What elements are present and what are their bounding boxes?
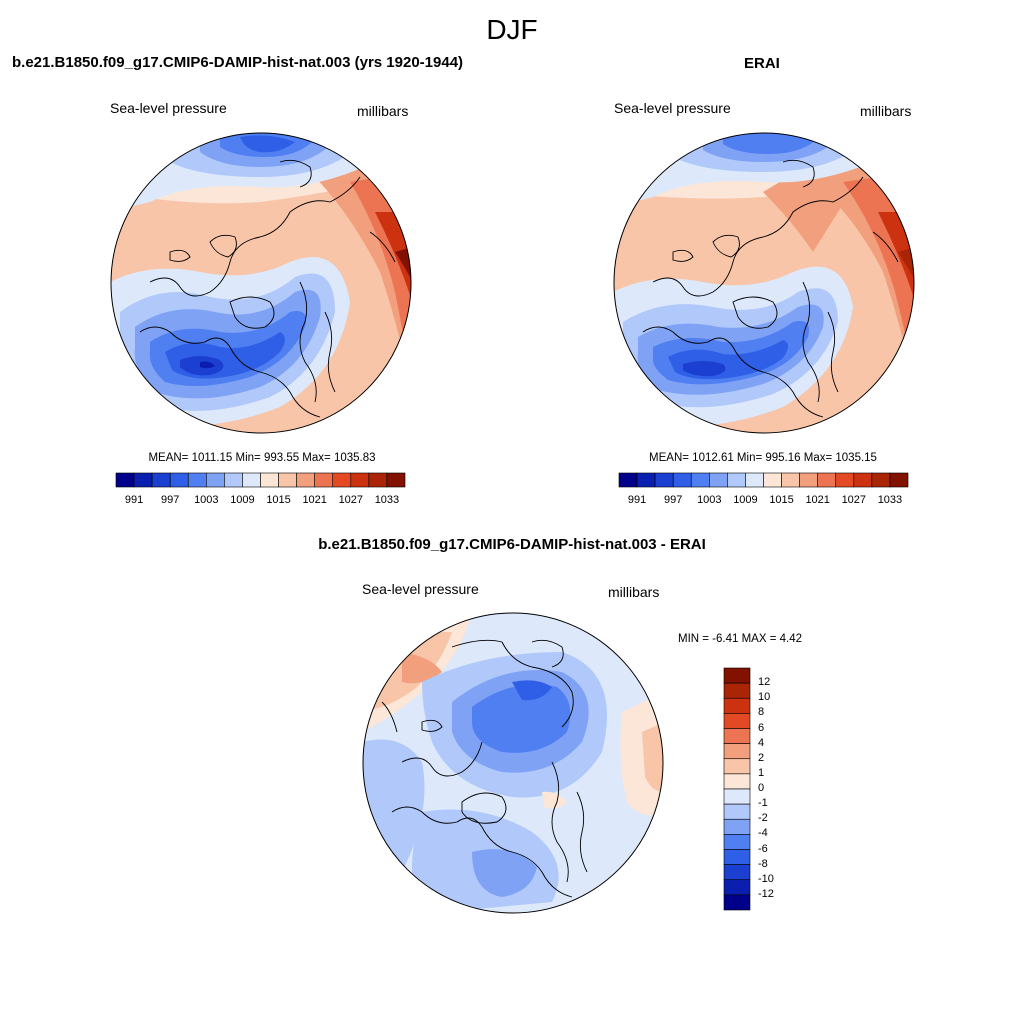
colorbar-swatch xyxy=(871,472,891,488)
panel2-units-label: millibars xyxy=(860,103,912,119)
colorbar-swatch xyxy=(723,803,751,820)
panel3-variable-label: Sea-level pressure xyxy=(362,581,479,597)
colorbar-tick-label: 1 xyxy=(758,766,765,779)
colorbar-swatch xyxy=(723,728,751,744)
panel3-colorbar xyxy=(723,667,751,911)
colorbar-tick-label: 1015 xyxy=(266,494,291,506)
colorbar-swatch xyxy=(727,472,746,488)
colorbar-tick-label: -10 xyxy=(758,872,774,885)
colorbar-swatch xyxy=(853,472,873,488)
colorbar-swatch xyxy=(723,773,751,790)
colorbar-swatch xyxy=(723,743,751,760)
colorbar-tick-label: -1 xyxy=(758,797,768,810)
colorbar-tick-label: 991 xyxy=(124,494,144,506)
colorbar-swatch xyxy=(709,472,728,488)
colorbar-tick-label: 10 xyxy=(758,691,771,704)
colorbar-swatch xyxy=(763,472,782,488)
figure-title: DJF xyxy=(486,14,538,45)
colorbar-swatch xyxy=(723,849,751,865)
panel3-units-label: millibars xyxy=(608,584,660,600)
colorbar-tick-label: 1009 xyxy=(733,494,758,506)
colorbar-swatch xyxy=(368,472,388,488)
colorbar-swatch xyxy=(690,472,710,488)
colorbar-tick-label: 1003 xyxy=(697,494,722,506)
colorbar-tick-label: 1033 xyxy=(877,494,903,506)
colorbar-tick-label: 1003 xyxy=(194,494,219,506)
colorbar-swatch xyxy=(115,472,135,488)
colorbar-swatch xyxy=(206,472,225,488)
panel2-stats: MEAN= 1012.61 Min= 995.16 Max= 1035.15 xyxy=(649,452,877,464)
panel2-colorbar xyxy=(618,472,909,488)
colorbar-swatch xyxy=(133,472,153,488)
colorbar-tick-label: -12 xyxy=(758,887,774,900)
colorbar-tick-label: 12 xyxy=(758,676,771,689)
panel3-stats: MIN = -6.41 MAX = 4.42 xyxy=(678,633,803,645)
panel3-title: b.e21.B1850.f09_g17.CMIP6-DAMIP-hist-nat… xyxy=(318,536,706,553)
colorbar-swatch xyxy=(723,758,751,775)
colorbar-swatch xyxy=(386,472,406,488)
colorbar-tick-label: 1027 xyxy=(841,494,867,506)
colorbar-swatch xyxy=(654,472,674,488)
colorbar-swatch xyxy=(723,713,751,729)
colorbar-swatch xyxy=(636,472,656,488)
colorbar-tick-label: -8 xyxy=(758,857,768,870)
colorbar-swatch xyxy=(187,472,207,488)
panel1-variable-label: Sea-level pressure xyxy=(110,100,227,116)
colorbar-tick-label: -4 xyxy=(758,827,768,840)
panel2-title: ERAI xyxy=(744,55,780,72)
colorbar-tick-label: 1015 xyxy=(769,494,794,506)
colorbar-tick-label: 6 xyxy=(758,721,765,734)
colorbar-swatch xyxy=(169,472,189,488)
colorbar-swatch xyxy=(224,472,243,488)
colorbar-swatch xyxy=(314,472,334,488)
colorbar-swatch xyxy=(296,472,315,488)
colorbar-swatch xyxy=(723,667,751,684)
colorbar-swatch xyxy=(781,472,800,488)
colorbar-tick-label: -6 xyxy=(758,842,768,855)
colorbar-tick-label: 8 xyxy=(758,706,765,719)
colorbar-tick-label: 1027 xyxy=(338,494,364,506)
colorbar-swatch xyxy=(618,472,638,488)
colorbar-swatch xyxy=(672,472,692,488)
panel1-colorbar xyxy=(115,472,406,488)
panel2-polar-map xyxy=(613,132,915,434)
colorbar-swatch xyxy=(242,472,261,488)
colorbar-tick-label: -2 xyxy=(758,812,768,825)
colorbar-tick-label: 4 xyxy=(758,736,765,749)
colorbar-swatch xyxy=(350,472,370,488)
colorbar-swatch xyxy=(332,472,352,488)
colorbar-swatch xyxy=(278,472,297,488)
colorbar-tick-label: 2 xyxy=(758,751,765,764)
colorbar-swatch xyxy=(723,864,751,881)
panel1-stats: MEAN= 1011.15 Min= 993.55 Max= 1035.83 xyxy=(148,452,376,464)
colorbar-swatch xyxy=(817,472,837,488)
colorbar-swatch xyxy=(151,472,171,488)
colorbar-tick-label: 997 xyxy=(161,494,180,506)
panel1-polar-map xyxy=(110,132,412,434)
colorbar-tick-label: 1033 xyxy=(374,494,400,506)
colorbar-swatch xyxy=(723,834,751,850)
colorbar-swatch xyxy=(260,472,279,488)
colorbar-swatch xyxy=(799,472,818,488)
colorbar-tick-label: 1009 xyxy=(230,494,255,506)
colorbar-tick-label: 1021 xyxy=(805,494,830,506)
colorbar-swatch xyxy=(723,879,751,896)
colorbar-swatch xyxy=(745,472,764,488)
colorbar-tick-label: 991 xyxy=(627,494,647,506)
panel2-variable-label: Sea-level pressure xyxy=(614,100,731,116)
colorbar-swatch xyxy=(723,894,751,911)
colorbar-tick-label: 997 xyxy=(664,494,683,506)
colorbar-swatch xyxy=(835,472,855,488)
colorbar-swatch xyxy=(723,818,751,835)
colorbar-swatch xyxy=(889,472,909,488)
colorbar-swatch xyxy=(723,788,751,805)
colorbar-swatch xyxy=(723,682,751,699)
colorbar-swatch xyxy=(723,697,751,714)
panel3-polar-map xyxy=(362,612,664,914)
panel1-title: b.e21.B1850.f09_g17.CMIP6-DAMIP-hist-nat… xyxy=(12,54,464,71)
colorbar-tick-label: 0 xyxy=(758,782,765,794)
colorbar-tick-label: 1021 xyxy=(302,494,327,506)
panel1-units-label: millibars xyxy=(357,103,409,119)
